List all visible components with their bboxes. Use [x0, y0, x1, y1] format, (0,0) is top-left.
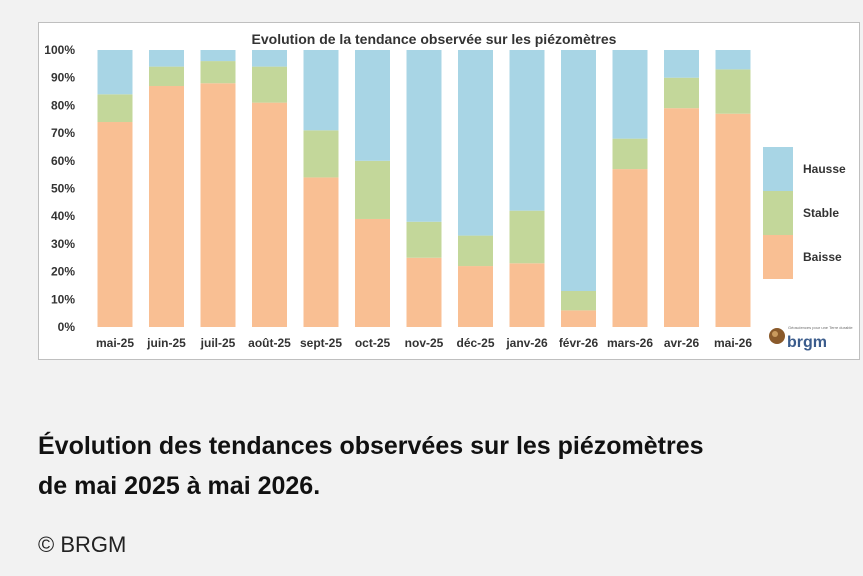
y-tick-label: 30%	[51, 237, 75, 251]
y-tick-label: 100%	[44, 43, 75, 57]
logo-icon-highlight	[772, 331, 778, 337]
chart-title: Evolution de la tendance observée sur le…	[252, 31, 617, 47]
bar-segment-baisse	[355, 218, 390, 327]
bar-segment-hausse	[715, 50, 751, 70]
caption-line-1: Évolution des tendances observées sur le…	[38, 432, 704, 460]
bar-segment-hausse	[252, 50, 287, 67]
bar-segment-stable	[406, 221, 442, 258]
bar-segment-hausse	[97, 50, 133, 95]
x-tick-label: août-25	[248, 336, 291, 350]
y-tick-label: 10%	[51, 292, 75, 306]
chart-container: Evolution de la tendance observée sur le…	[38, 22, 860, 360]
bar-segment-stable	[664, 77, 699, 109]
caption-line-2: de mai 2025 à mai 2026.	[38, 472, 321, 500]
bar-segment-hausse	[406, 50, 442, 222]
legend-swatch-baisse	[763, 235, 793, 279]
x-tick-label: sept-25	[300, 336, 342, 350]
bar-segment-baisse	[149, 86, 184, 327]
bar-segment-stable	[561, 290, 596, 311]
stacked-bar-chart: Evolution de la tendance observée sur le…	[44, 31, 853, 351]
x-tick-label: mai-26	[714, 336, 752, 350]
bar-segment-baisse	[458, 266, 493, 327]
bar-segment-baisse	[252, 102, 287, 327]
bar-segment-stable	[149, 66, 184, 87]
x-tick-label: janv-26	[505, 336, 548, 350]
legend-label-stable: Stable	[803, 206, 839, 220]
bar-segment-baisse	[303, 177, 339, 327]
bar-segment-stable	[97, 94, 133, 123]
bar-segment-baisse	[97, 122, 133, 328]
bar-segment-stable	[509, 210, 545, 264]
logo-tagline: Géosciences pour une Terre durable	[788, 325, 853, 330]
bar-segment-hausse	[509, 50, 545, 211]
bar-segment-baisse	[612, 169, 648, 327]
y-tick-label: 70%	[51, 126, 75, 140]
legend-label-baisse: Baisse	[803, 250, 842, 264]
x-tick-label: mars-26	[607, 336, 653, 350]
x-tick-label: oct-25	[355, 336, 391, 350]
bar-segment-hausse	[355, 50, 390, 161]
bar-segment-baisse	[715, 113, 751, 328]
x-tick-label: mai-25	[96, 336, 134, 350]
logo-text: brgm	[787, 334, 827, 351]
bar-segment-stable	[303, 130, 339, 178]
bar-segment-stable	[355, 160, 390, 219]
bar-segment-stable	[458, 235, 493, 267]
bar-segment-baisse	[664, 108, 699, 327]
bar-segment-hausse	[612, 50, 648, 139]
bar-segment-baisse	[509, 263, 545, 327]
bar-segment-baisse	[200, 83, 236, 327]
x-tick-label: juin-25	[146, 336, 186, 350]
bar-segment-stable	[252, 66, 287, 103]
legend-label-hausse: Hausse	[803, 162, 846, 176]
caption: Évolution des tendances observées sur le…	[38, 426, 838, 506]
legend-swatch-hausse	[763, 147, 793, 191]
y-tick-label: 60%	[51, 154, 75, 168]
x-tick-label: avr-26	[664, 336, 700, 350]
bar-segment-hausse	[664, 50, 699, 78]
y-tick-label: 50%	[51, 182, 75, 196]
bar-segment-baisse	[406, 257, 442, 327]
y-tick-label: 80%	[51, 98, 75, 112]
x-tick-label: juil-25	[200, 336, 236, 350]
bar-segment-hausse	[561, 50, 596, 291]
bar-segment-stable	[715, 69, 751, 114]
bar-segment-hausse	[200, 50, 236, 62]
bar-segment-hausse	[458, 50, 493, 236]
credit: © BRGM	[38, 532, 127, 557]
x-tick-label: févr-26	[559, 336, 599, 350]
y-tick-label: 0%	[58, 320, 76, 334]
x-axis-ticks: mai-25 juin-25 juil-25 août-25 sept-25 oct-25…	[96, 336, 752, 350]
brgm-logo: Géosciences pour une Terre durable brgm	[769, 325, 853, 351]
y-tick-label: 20%	[51, 265, 75, 279]
bar-segment-hausse	[149, 50, 184, 67]
legend: Baisse Stable Hausse	[763, 147, 846, 279]
y-axis-ticks: 0% 10% 20% 30% 40% 50% 60% 70% 80% 90% 100%	[44, 43, 75, 334]
bar-segment-hausse	[303, 50, 339, 131]
x-tick-label: déc-25	[456, 336, 494, 350]
bar-segment-baisse	[561, 310, 596, 327]
legend-swatch-stable	[763, 191, 793, 235]
bar-segment-stable	[612, 138, 648, 170]
x-tick-label: nov-25	[405, 336, 444, 350]
bar-segment-stable	[200, 61, 236, 84]
bars-group	[97, 50, 751, 328]
y-tick-label: 90%	[51, 71, 75, 85]
y-tick-label: 40%	[51, 209, 75, 223]
